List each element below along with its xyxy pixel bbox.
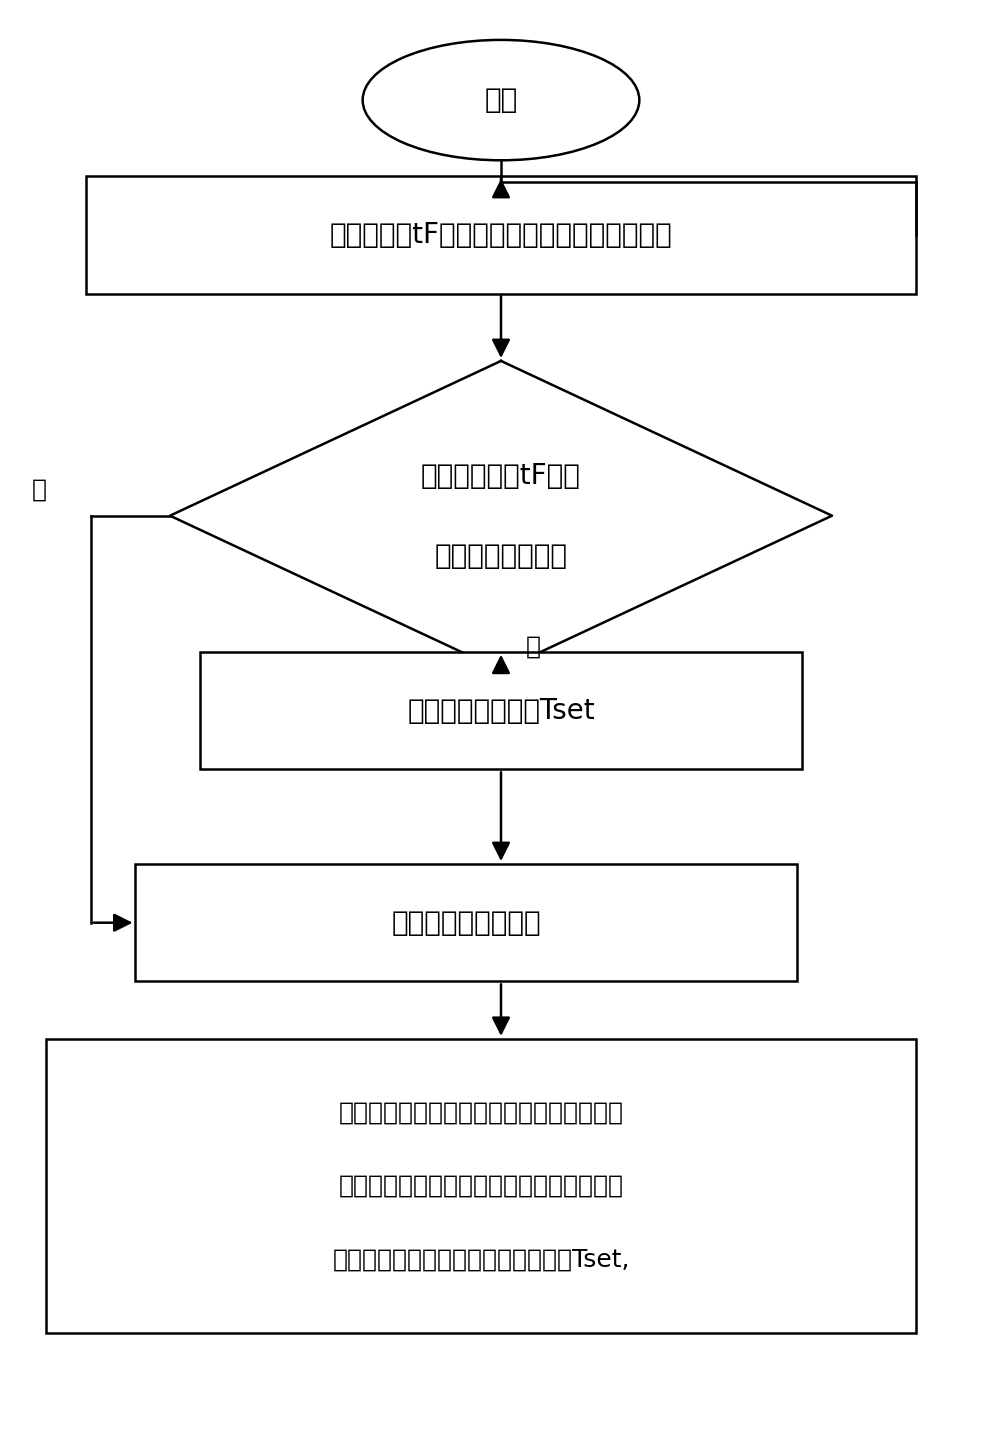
Text: 是: 是 [526,635,541,658]
Text: 是否在计时满tF前接: 是否在计时满tF前接 [421,462,581,489]
Text: 到统一协调因子后重置计时器时间为Tset,: 到统一协调因子后重置计时器时间为Tset, [333,1247,630,1270]
Polygon shape [46,1039,916,1333]
Text: 重置计时器时间为Tset: 重置计时器时间为Tset [407,696,595,725]
Text: 其他分布式微源，在其他分布式微源均接收: 其他分布式微源，在其他分布式微源均接收 [339,1174,623,1198]
Polygon shape [86,177,916,294]
Text: 开始: 开始 [484,87,518,114]
Text: 收到统一协调因子: 收到统一协调因子 [435,541,567,570]
Polygon shape [135,864,798,981]
Polygon shape [170,360,832,670]
Text: 通过通信总线发送统一协调因子至子微网内: 通过通信总线发送统一协调因子至子微网内 [339,1100,623,1124]
Text: 等待计时满tF及通信总线传输的统一协调因子: 等待计时满tF及通信总线传输的统一协调因子 [330,221,672,249]
Text: 获得通信总线使用权: 获得通信总线使用权 [392,909,541,936]
Text: 否: 否 [32,478,47,501]
Polygon shape [199,651,803,770]
Ellipse shape [363,41,639,161]
